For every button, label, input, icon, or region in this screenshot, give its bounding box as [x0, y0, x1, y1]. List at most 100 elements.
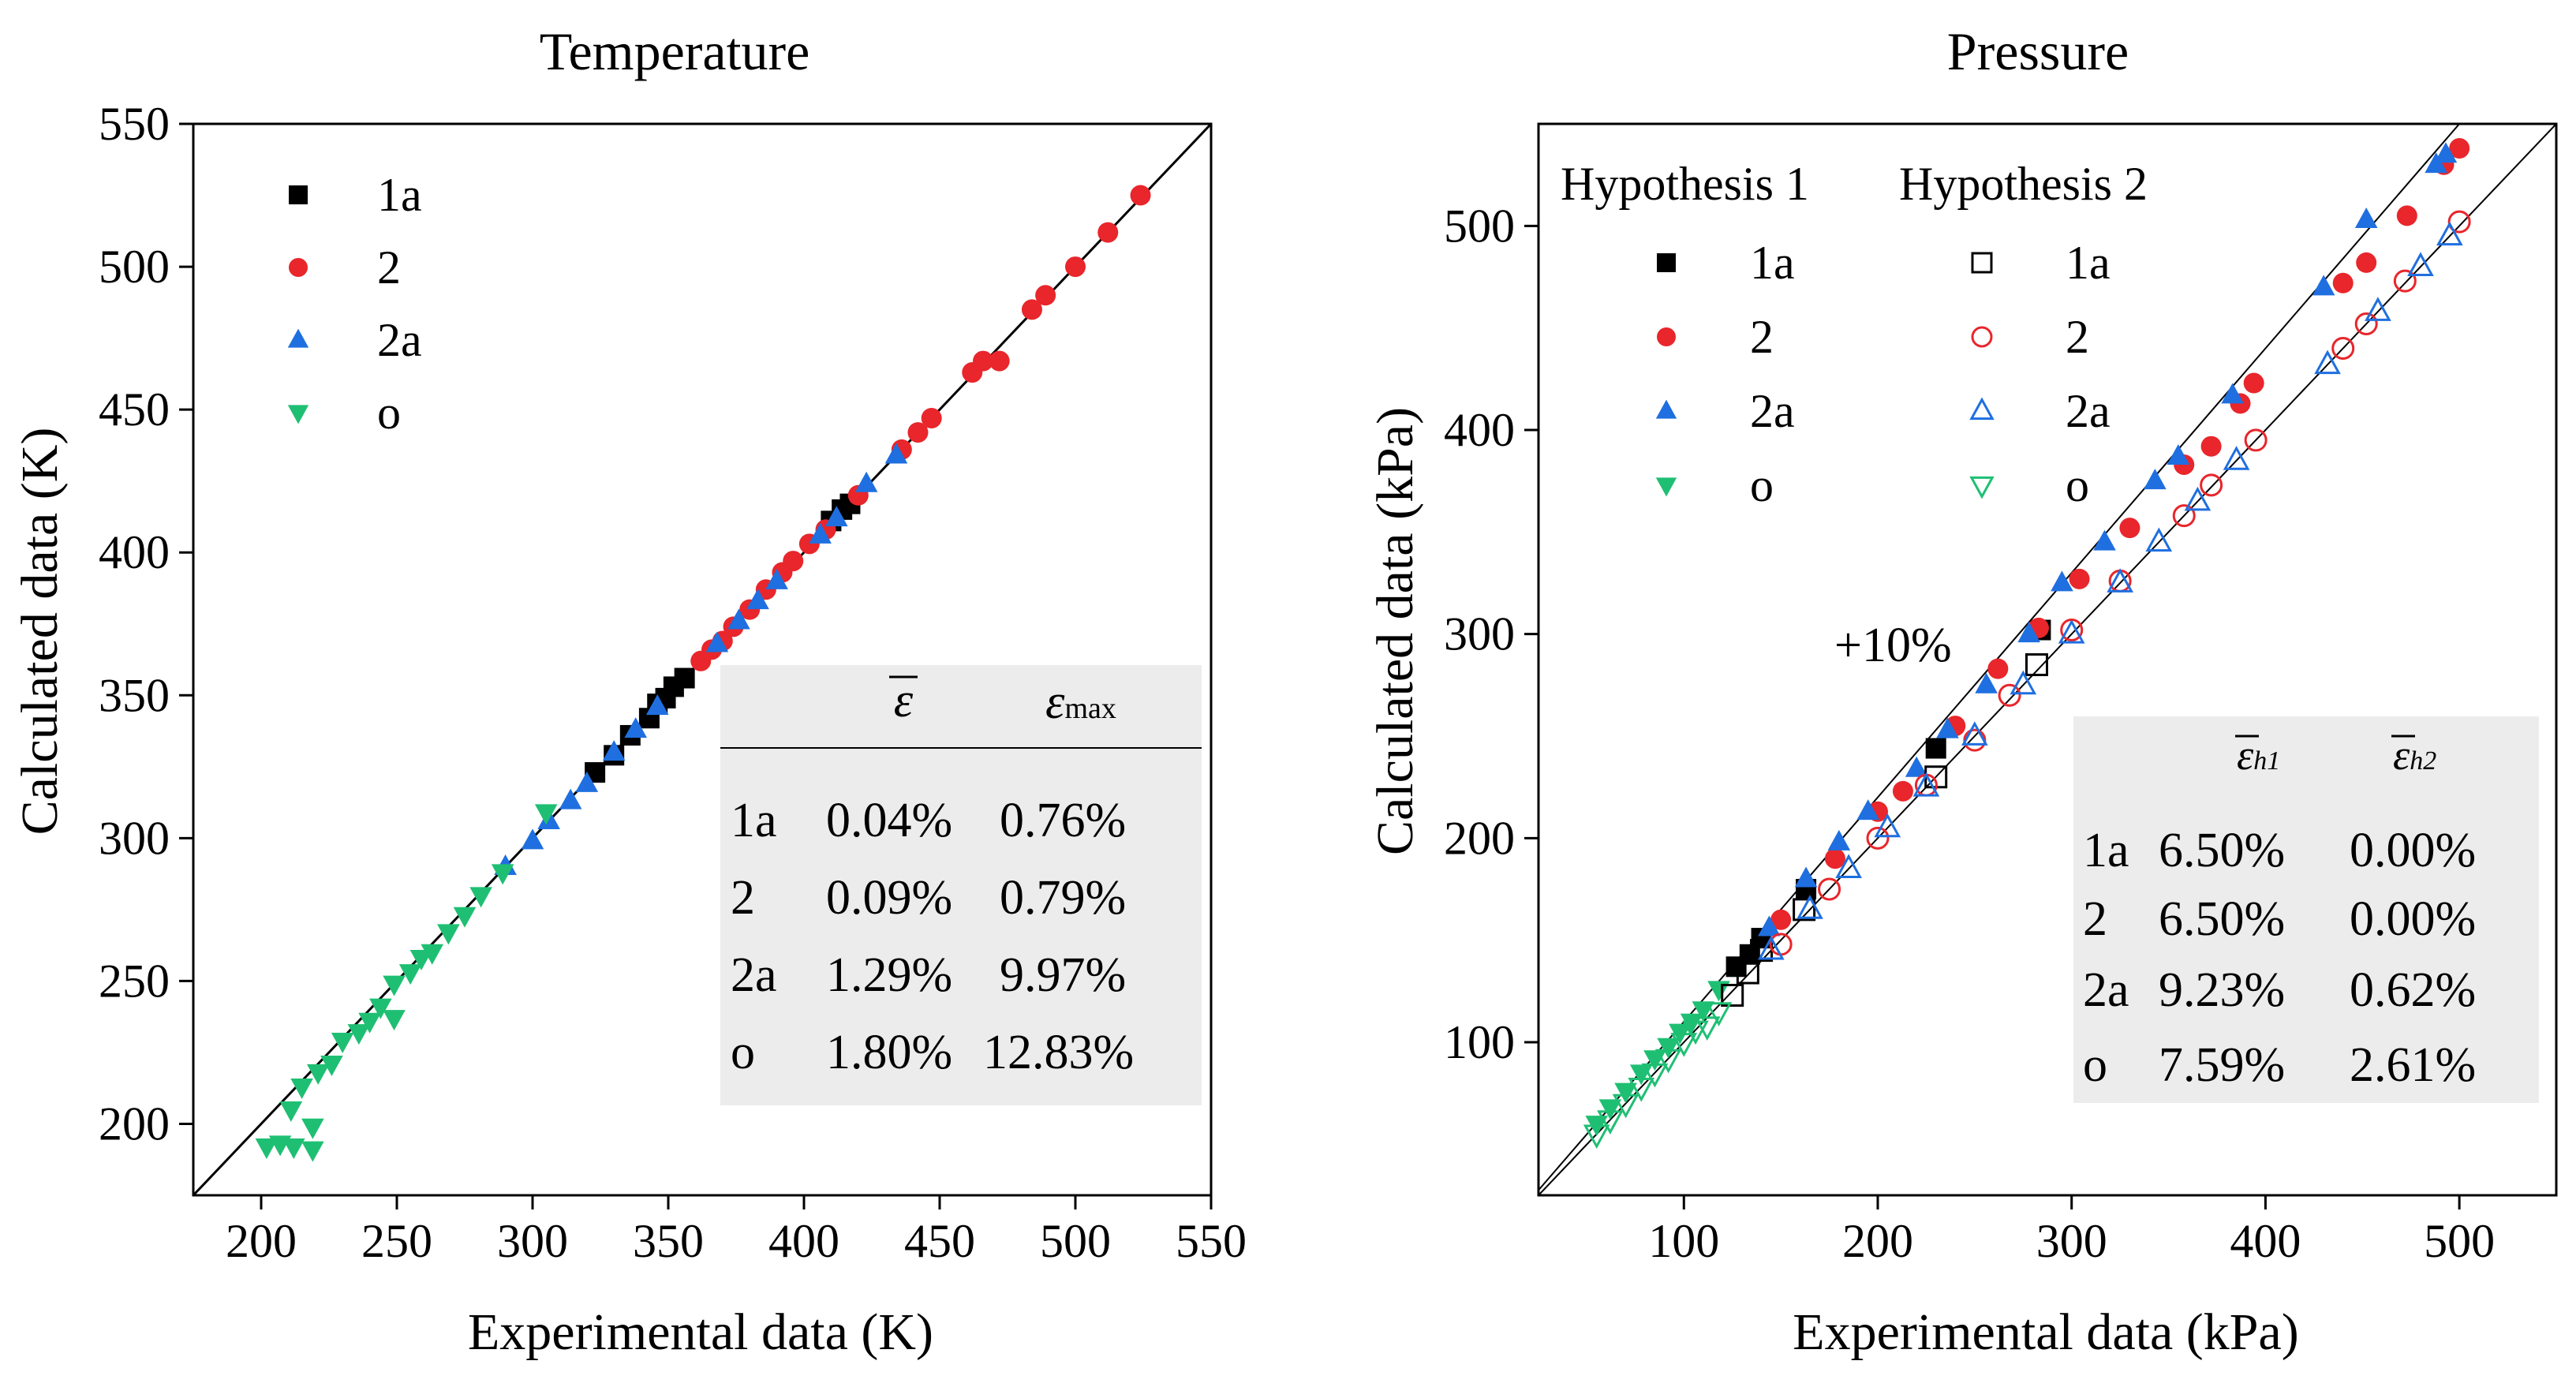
- data-point-2a-h2: [2010, 670, 2037, 695]
- x-tick-label: 100: [1648, 1215, 1719, 1267]
- legend-label-2-h1: 2: [1750, 311, 1774, 363]
- legend-label-2-h2: 2: [2066, 311, 2089, 363]
- legend-label-o-h1: o: [1750, 459, 1774, 511]
- data-point-o: [453, 907, 477, 928]
- legend-label-o: o: [377, 387, 401, 439]
- data-point-2a-h2: [2107, 568, 2133, 593]
- data-point-2-h1: [2449, 138, 2470, 159]
- data-point-2a-h1: [1794, 866, 1818, 888]
- temperature-row-max: 0.76%: [1000, 794, 1126, 847]
- data-point-2a: [645, 694, 669, 716]
- pressure-row-label: 1a: [2083, 824, 2129, 877]
- legend-marker-o: [287, 405, 309, 424]
- pressure-ylabel: Calculated data (kPa): [1367, 407, 1424, 855]
- pressure-row-h2: 0.00%: [2350, 824, 2476, 877]
- data-point-o-h2: [1670, 1033, 1698, 1057]
- legend-label-2a-h1: 2a: [1750, 385, 1795, 437]
- pressure-row-h1: 6.50%: [2159, 824, 2285, 877]
- temperature-row-label: 2a: [731, 948, 777, 1002]
- data-point-2a-h2: [2223, 446, 2250, 470]
- pressure-data-points: [1583, 138, 2471, 1150]
- data-point-2-h2: [1866, 826, 1890, 850]
- temperature-row-max: 9.97%: [1000, 948, 1126, 1002]
- y-tick-label: 500: [99, 241, 170, 293]
- pressure-col-h1-sub: h1: [2253, 746, 2280, 776]
- temperature-xlabel: Experimental data (K): [468, 1303, 933, 1361]
- data-point-2a-h1: [2093, 529, 2116, 551]
- data-point-2a-h2: [2184, 486, 2211, 511]
- data-point-2-h1: [1987, 658, 2009, 679]
- y-tick-label: 250: [99, 955, 170, 1007]
- data-point-2-h2: [2393, 269, 2417, 293]
- data-point-o: [290, 1078, 313, 1099]
- data-point-2a-h2: [2314, 350, 2341, 375]
- data-point-2a-h2: [2365, 297, 2391, 321]
- y-tick-label: 400: [99, 526, 170, 578]
- pressure-col-h2-sub: h2: [2410, 746, 2436, 776]
- x-tick-label: 450: [904, 1215, 975, 1267]
- data-point-o-h2: [1583, 1124, 1610, 1150]
- data-point-2a: [854, 471, 878, 492]
- pressure-panel: Pressure Experimental data (kPa) Calcula…: [1367, 21, 2558, 1361]
- data-point-2-h2: [1963, 728, 1987, 752]
- pressure-row-h1: 9.23%: [2159, 963, 2285, 1017]
- x-tick-label: 200: [1842, 1215, 1913, 1267]
- data-point-o: [282, 1138, 305, 1160]
- legend-label-2a: 2a: [377, 314, 422, 366]
- y-tick-label: 100: [1444, 1016, 1515, 1068]
- y-tick-label: 300: [1444, 608, 1515, 660]
- temperature-col-max-base: ε: [1045, 675, 1065, 729]
- data-point-2a-h1: [1905, 756, 1928, 777]
- pressure-plot: +10% εh1 εh2 1a 6.50% 0.00% 2 6.50% 0.00: [1444, 122, 2558, 1267]
- y-tick-label: 450: [99, 383, 170, 436]
- pressure-table-background: [2073, 716, 2539, 1103]
- data-point-2a: [705, 631, 729, 652]
- x-tick-label: 500: [1040, 1215, 1111, 1267]
- legend-marker-1a-h2: [1971, 252, 1993, 274]
- pressure-xlabel: Experimental data (kPa): [1793, 1303, 2298, 1361]
- temperature-plot: ε εmax 1a 0.04% 0.76% 2 0.09% 0.79% 2a 1…: [99, 98, 1247, 1267]
- pressure-row-h1: 6.50%: [2159, 892, 2285, 946]
- pressure-row-h2: 0.62%: [2350, 963, 2476, 1017]
- y-tick-label: 400: [1444, 404, 1515, 456]
- y-tick-label: 300: [99, 812, 170, 864]
- pressure-col-h2: εh2: [2393, 731, 2436, 779]
- legend-marker-o-h2: [1969, 476, 1995, 499]
- temperature-row-mean: 0.09%: [826, 871, 952, 925]
- data-point-o-h2: [1682, 1020, 1709, 1045]
- data-point-2a-h2: [2407, 252, 2434, 276]
- pressure-plus10-annotation: +10%: [1834, 619, 1952, 672]
- data-point-2a-h1: [2221, 383, 2244, 404]
- x-tick-label: 300: [2036, 1215, 2107, 1267]
- x-tick-label: 350: [633, 1215, 704, 1267]
- data-point-o: [369, 998, 392, 1019]
- legend-label-2a-h2: 2a: [2066, 385, 2111, 437]
- legend-marker-2-h1: [1657, 327, 1676, 346]
- temperature-row-label: o: [731, 1026, 755, 1079]
- data-point-2a: [575, 771, 599, 792]
- data-point-2a: [521, 828, 544, 850]
- data-point-2a: [884, 443, 908, 464]
- data-point-o-h2: [1705, 1002, 1733, 1026]
- data-point-2a-h1: [1758, 915, 1781, 937]
- legend-marker-2: [289, 258, 308, 277]
- data-point-2a: [746, 589, 769, 610]
- temperature-row-mean: 1.29%: [826, 948, 952, 1002]
- data-point-o: [398, 964, 422, 985]
- temperature-data-points: [255, 185, 1151, 1162]
- data-point-2: [1130, 185, 1151, 206]
- x-tick-label: 200: [226, 1215, 297, 1267]
- x-tick-label: 500: [2424, 1215, 2495, 1267]
- data-point-o-h2: [1693, 1016, 1721, 1041]
- temperature-plot-frame: [192, 122, 1213, 1197]
- data-point-o: [255, 1138, 279, 1160]
- data-point-o-h2: [1641, 1063, 1669, 1088]
- data-point-o: [279, 1101, 303, 1122]
- pressure-legend-hypothesis-1: Hypothesis 1: [1561, 158, 1809, 210]
- data-point-o-h1: [1657, 1037, 1680, 1059]
- data-point-2-h2: [1998, 683, 2021, 707]
- temperature-legend: 1a 2 2a o: [287, 169, 422, 439]
- pressure-row-h1: 7.59%: [2159, 1038, 2285, 1092]
- data-point-2-h1: [2119, 518, 2140, 539]
- data-point-2: [1035, 285, 1056, 306]
